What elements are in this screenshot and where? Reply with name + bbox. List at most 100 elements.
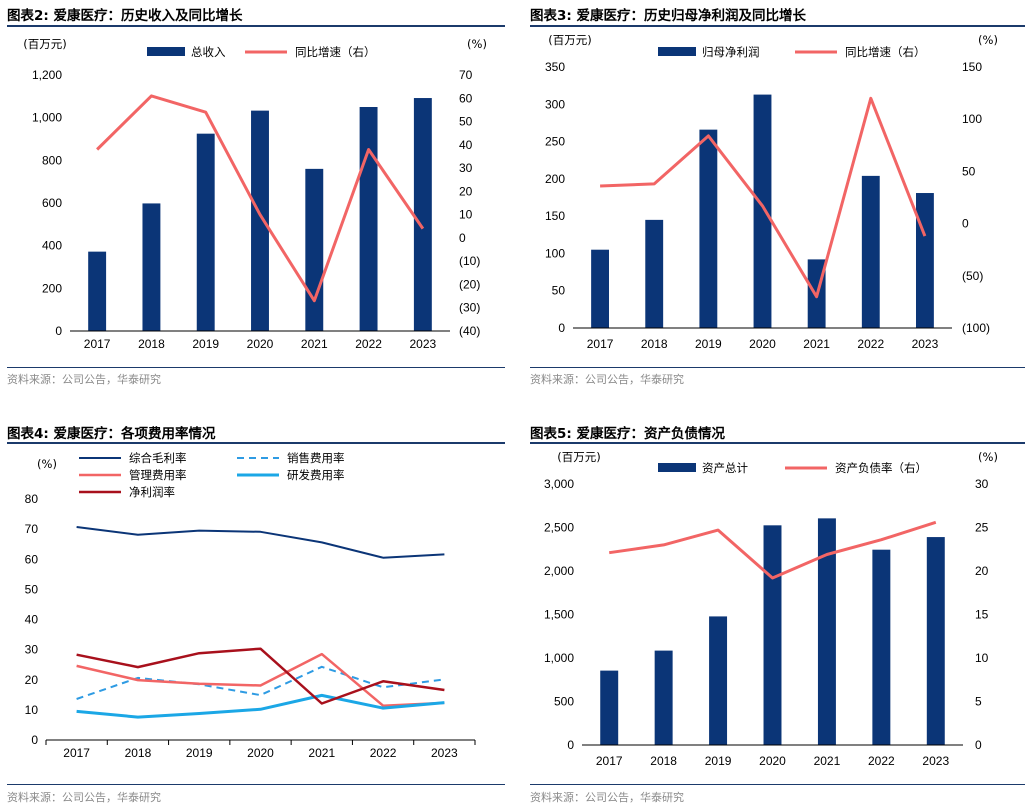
- chart-panel-expense-ratios: 图表4: 爱康医疗：各项费用率情况 0 10 20 30 40 50 60 70 80 (%) 20…: [7, 420, 505, 809]
- y-tick-label: 10: [25, 703, 39, 717]
- y2-tick-label: (10): [459, 254, 480, 268]
- x-tick-label: 2018: [125, 746, 152, 760]
- legend-label: 资产总计: [702, 461, 748, 475]
- x-tick-label: 2020: [749, 337, 776, 351]
- y2-tick-label: 100: [962, 112, 982, 126]
- y2-tick-label: 5: [975, 695, 982, 709]
- x-tick-label: 2017: [596, 754, 623, 768]
- y-axis-label: (百万元): [557, 450, 600, 464]
- y-tick-label: 40: [25, 613, 39, 627]
- bar: [915, 193, 934, 328]
- y2-axis-label: (%): [467, 37, 487, 51]
- chart-title: 图表5: 爱康医疗：资产负债情况: [530, 426, 725, 442]
- y2-tick-label: 0: [962, 217, 969, 231]
- legend-swatch: [658, 463, 696, 472]
- net-profit-chart: 0 50 100 150 200 250 300 350 (100) (50) 0 50 100 150 (…: [545, 33, 998, 351]
- title-rule: [7, 25, 505, 27]
- revenue-chart: 0 200 400 600 800 1,000 1,200 (40) (30) (20) (10) 0…: [23, 37, 487, 351]
- x-tick-label: 2021: [308, 746, 335, 760]
- x-tick-label: 2020: [247, 337, 274, 351]
- chart-title: 图表4: 爱康医疗：各项费用率情况: [7, 426, 216, 442]
- assets-chart: 0 500 1,000 1,500 2,000 2,500 3,000 0 5 10 15 20 25 3…: [544, 450, 998, 768]
- y-tick-label: 600: [42, 196, 62, 210]
- y2-axis-label: (%): [978, 33, 998, 47]
- y-axis-label: (%): [37, 457, 57, 471]
- source-rule: [7, 367, 505, 368]
- y-tick-label: 60: [25, 552, 39, 566]
- chart-panel-revenue: 图表2: 爱康医疗：历史收入及同比增长 0 200 400 600 800 1,000 1,…: [7, 0, 505, 390]
- legend-swatch: [147, 47, 185, 56]
- y2-tick-label: 50: [459, 115, 473, 129]
- title-rule: [530, 442, 1025, 444]
- y2-tick-label: 25: [975, 521, 989, 535]
- y-tick-label: 400: [42, 239, 62, 253]
- x-tick-label: 2019: [695, 337, 722, 351]
- series-line: [96, 94, 425, 303]
- series-line: [76, 693, 445, 719]
- bar: [654, 650, 673, 745]
- y-tick-label: 350: [545, 60, 565, 74]
- legend-label: 同比增速（右）: [295, 45, 376, 59]
- y2-tick-label: 10: [459, 208, 473, 222]
- source-note: 资料来源：公司公告，华泰研究: [530, 373, 684, 386]
- y-tick-label: 150: [545, 209, 565, 223]
- source-note: 资料来源：公司公告，华泰研究: [530, 791, 684, 804]
- source-note: 资料来源：公司公告，华泰研究: [7, 373, 161, 386]
- x-tick-label: 2022: [370, 746, 397, 760]
- expense-ratio-chart: 0 10 20 30 40 50 60 70 80 (%) 2017 2018 2019 2020 2021…: [25, 451, 476, 760]
- source-rule: [530, 784, 1025, 785]
- bar: [305, 168, 324, 331]
- y2-tick-label: 0: [459, 231, 466, 245]
- y-tick-label: 0: [55, 324, 62, 338]
- x-tick-label: 2021: [814, 754, 841, 768]
- legend-label: 销售费用率: [287, 451, 345, 465]
- y-tick-label: 2,000: [544, 564, 574, 578]
- legend-swatch: [658, 47, 696, 56]
- y-tick-label: 300: [545, 97, 565, 111]
- x-tick-label: 2022: [857, 337, 884, 351]
- title-rule: [7, 442, 505, 444]
- y2-tick-label: (30): [459, 301, 480, 315]
- x-tick-label: 2023: [431, 746, 458, 760]
- y2-tick-label: (100): [962, 321, 990, 335]
- x-tick-label: 2023: [922, 754, 949, 768]
- legend-label: 综合毛利率: [129, 451, 187, 465]
- bar: [591, 249, 610, 328]
- bar: [926, 537, 945, 745]
- series-line: [608, 520, 937, 580]
- y2-tick-label: 40: [459, 138, 473, 152]
- legend-label: 净利润率: [129, 485, 175, 499]
- bar: [600, 670, 619, 745]
- y-axis-label: (百万元): [23, 37, 66, 51]
- y-tick-label: 50: [25, 582, 39, 596]
- x-tick-label: 2018: [138, 337, 165, 351]
- chart-panel-assets-liabilities: 图表5: 爱康医疗：资产负债情况 0 500 1,000 1,500 2,000 2,50…: [530, 420, 1025, 809]
- legend-label: 同比增速（右）: [845, 45, 926, 59]
- x-tick-label: 2020: [247, 746, 274, 760]
- y-tick-label: 30: [25, 643, 39, 657]
- y2-tick-label: 15: [975, 608, 989, 622]
- x-tick-label: 2017: [587, 337, 614, 351]
- x-tick-label: 2022: [355, 337, 382, 351]
- y2-tick-label: 70: [459, 68, 473, 82]
- x-tick-label: 2023: [912, 337, 939, 351]
- bar: [763, 525, 782, 745]
- series-line: [76, 526, 445, 559]
- y2-tick-label: 0: [975, 738, 982, 752]
- source-rule: [530, 367, 1025, 368]
- series-line: [76, 652, 445, 707]
- y2-tick-label: (50): [962, 269, 983, 283]
- y-tick-label: 0: [567, 738, 574, 752]
- y-tick-label: 2,500: [544, 521, 574, 535]
- y-tick-label: 1,000: [544, 651, 574, 665]
- chart-title: 图表2: 爱康医疗：历史收入及同比增长: [7, 8, 243, 24]
- bar: [251, 110, 269, 331]
- y-tick-label: 70: [25, 522, 39, 536]
- bar: [359, 107, 378, 331]
- y2-tick-label: 30: [459, 161, 473, 175]
- y-tick-label: 0: [558, 321, 565, 335]
- series-line: [600, 96, 927, 299]
- y2-tick-label: 60: [459, 91, 473, 105]
- bar: [413, 98, 432, 331]
- x-tick-label: 2022: [868, 754, 895, 768]
